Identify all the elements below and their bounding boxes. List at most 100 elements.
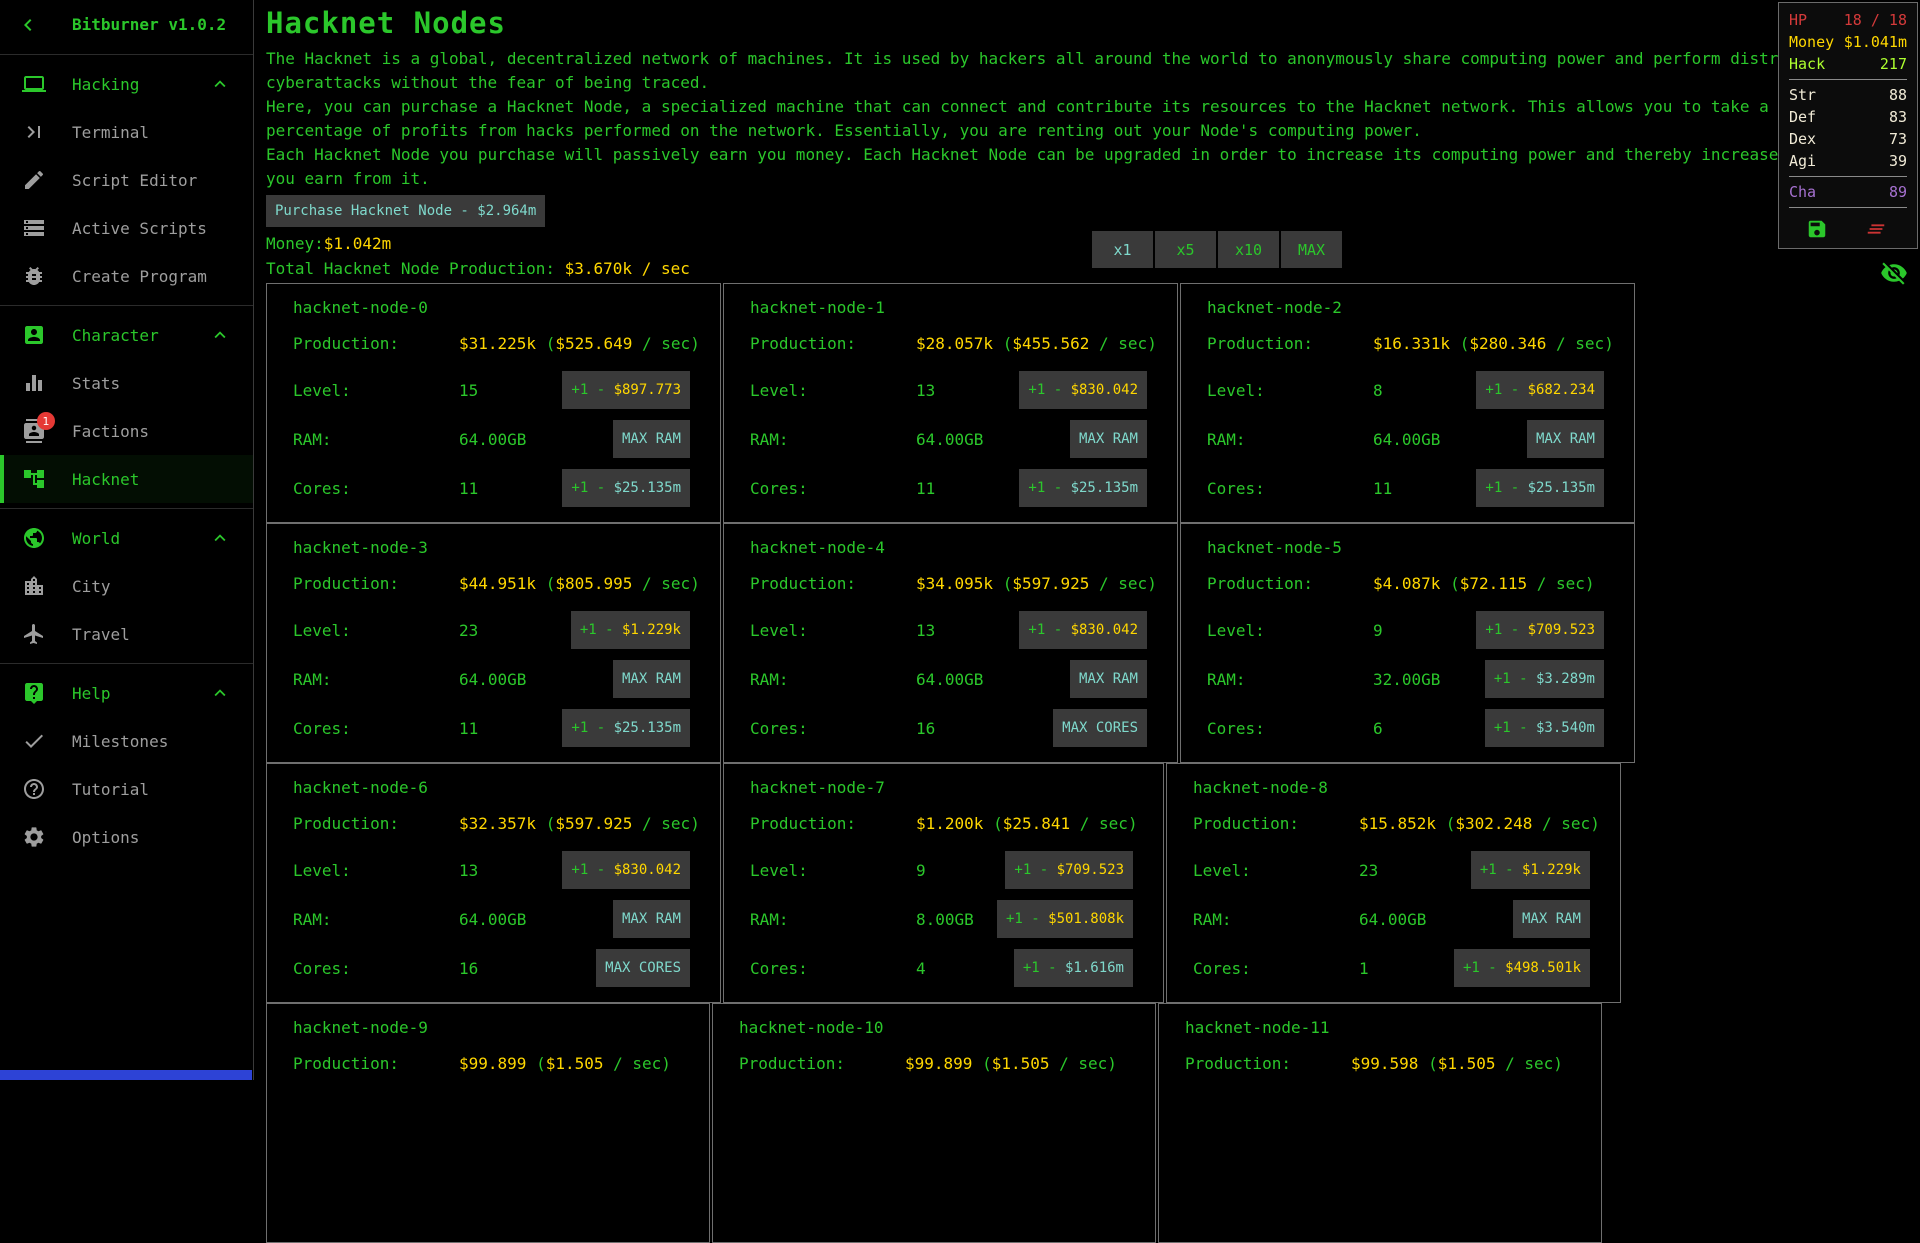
sidebar-item-label: Factions [72,421,150,441]
sidebar-collapse-button[interactable] [16,13,40,37]
upgrade-cores-button[interactable]: +1 - $25.135m [1019,469,1147,507]
question-circle-icon [24,779,44,799]
upgrade-ram-button[interactable]: +1 - $3.289m [1484,660,1604,698]
bug-icon [26,267,42,285]
node-name: hacknet-node-10 [739,1018,884,1037]
hacknet-node-card: hacknet-node-10 Production: $99.899 ($1.50… [712,1003,1156,1243]
node-tree-icon [24,470,44,488]
sidebar-item-label: Milestones [72,731,169,751]
max-ram-button[interactable]: MAX RAM [1526,420,1604,458]
ram-value: 64.00GB [916,429,984,449]
multiplier-x10-button[interactable]: x10 [1218,231,1279,268]
overview-visibility-toggle[interactable] [1880,257,1912,289]
sidebar-group-help[interactable]: Help [0,669,253,717]
overview-stat-dex: Dex 73 [1789,128,1907,150]
upgrade-level-button[interactable]: +1 - $709.523 [1476,611,1604,649]
cores-value: 11 [916,478,936,498]
production-total: $99.899 [905,1053,973,1073]
node-name: hacknet-node-2 [1207,298,1342,317]
max-ram-button[interactable]: MAX RAM [1512,900,1590,938]
clear-all-icon [1867,224,1884,234]
upgrade-level-button[interactable]: +1 - $1.229k [1470,851,1590,889]
upgrade-cores-button[interactable]: +1 - $498.501k [1453,949,1590,987]
node-name: hacknet-node-11 [1185,1018,1330,1037]
total-production-line: Total Hacknet Node Production: $3.670k /… [266,259,1920,279]
upgrade-ram-button[interactable]: +1 - $501.808k [996,900,1133,938]
node-grid-row: hacknet-node-9 Production: $99.899 ($1.505… [266,1003,1920,1243]
cores-value: 1 [1359,958,1369,978]
cores-label: Cores: [750,478,808,498]
ram-label: RAM: [293,909,332,929]
upgrade-level-button[interactable]: +1 - $830.042 [1019,371,1147,409]
ram-label: RAM: [750,909,789,929]
sidebar-item-label: Hacknet [72,469,140,489]
sidebar-divider [0,663,253,664]
sidebar-item-stats[interactable]: Stats [0,359,253,407]
multiplier-max-button[interactable]: MAX [1281,231,1342,268]
max-ram-button[interactable]: MAX RAM [612,420,690,458]
hacknet-node-card: hacknet-node-7 Production: $1.200k ($25.84… [723,763,1164,1003]
level-label: Level: [293,860,351,880]
upgrade-level-button[interactable]: +1 - $830.042 [562,851,690,889]
upgrade-level-button[interactable]: +1 - $682.234 [1476,371,1604,409]
sidebar-item-label: Stats [72,373,121,393]
overview-stat-agi: Agi 39 [1789,150,1907,172]
sidebar-item-travel[interactable]: Travel [0,610,253,658]
sidebar-group-character[interactable]: Character [0,311,253,359]
upgrade-level-button[interactable]: +1 - $830.042 [1019,611,1147,649]
sidebar-item-tutorial[interactable]: Tutorial [0,765,253,813]
upgrade-level-button[interactable]: +1 - $897.773 [562,371,690,409]
kill-all-scripts-button[interactable] [1865,216,1891,242]
max-ram-button[interactable]: MAX RAM [1069,420,1147,458]
ram-value: 64.00GB [459,909,527,929]
upgrade-cores-button[interactable]: +1 - $3.540m [1484,709,1604,747]
sidebar-item-label: Options [72,827,140,847]
sidebar-item-milestones[interactable]: Milestones [0,717,253,765]
upgrade-level-button[interactable]: +1 - $1.229k [570,611,690,649]
sidebar-item-label: City [72,576,111,596]
production-total: $4.087k [1373,573,1441,593]
sidebar-item-factions[interactable]: 1 Factions [0,407,253,455]
multiplier-x1-button[interactable]: x1 [1092,231,1153,268]
node-name: hacknet-node-4 [750,538,885,557]
ram-label: RAM: [1207,669,1246,689]
upgrade-cores-button[interactable]: +1 - $25.135m [562,709,690,747]
ram-label: RAM: [750,429,789,449]
level-value: 9 [1373,620,1383,640]
max-ram-button[interactable]: MAX RAM [1069,660,1147,698]
help-bubble-icon [25,683,43,704]
sidebar-item-create-program[interactable]: Create Program [0,252,253,300]
max-cores-button[interactable]: MAX CORES [1053,709,1147,747]
sidebar-group-world[interactable]: World [0,514,253,562]
overview-buttons-row [1789,212,1907,244]
upgrade-cores-button[interactable]: +1 - $1.616m [1013,949,1133,987]
multiplier-x5-button[interactable]: x5 [1155,231,1216,268]
cores-label: Cores: [1193,958,1251,978]
production-rate: $1.505 [1437,1053,1496,1073]
app-title: Bitburner v1.0.2 [72,15,227,34]
overview-stat-label: Str [1789,86,1817,104]
save-game-button[interactable] [1806,216,1832,242]
max-ram-button[interactable]: MAX RAM [612,660,690,698]
sidebar-item-options[interactable]: Options [0,813,253,861]
max-cores-button[interactable]: MAX CORES [596,949,690,987]
sidebar-item-script-editor[interactable]: Script Editor [0,156,253,204]
sidebar-item-city[interactable]: City [0,562,253,610]
upgrade-cores-button[interactable]: +1 - $25.135m [562,469,690,507]
upgrade-cores-button[interactable]: +1 - $25.135m [1476,469,1604,507]
max-ram-button[interactable]: MAX RAM [612,900,690,938]
sidebar-group-hacking[interactable]: Hacking [0,60,253,108]
production-label: Production: [293,1053,399,1073]
page-title: Hacknet Nodes [266,6,506,40]
overview-stat-label: Hack [1789,55,1826,73]
total-production-value: $3.670k / sec [564,259,690,278]
purchase-hacknet-node-button[interactable]: Purchase Hacknet Node - $2.964m [266,195,546,227]
sidebar-item-hacknet[interactable]: Hacknet [0,455,253,503]
chevron-up-icon [214,331,226,339]
upgrade-level-button[interactable]: +1 - $709.523 [1005,851,1133,889]
sidebar-item-terminal[interactable]: Terminal [0,108,253,156]
sidebar-item-active-scripts[interactable]: Active Scripts [0,204,253,252]
cores-value: 11 [459,478,479,498]
overview-divider [1789,207,1907,208]
globe-icon [24,528,44,548]
